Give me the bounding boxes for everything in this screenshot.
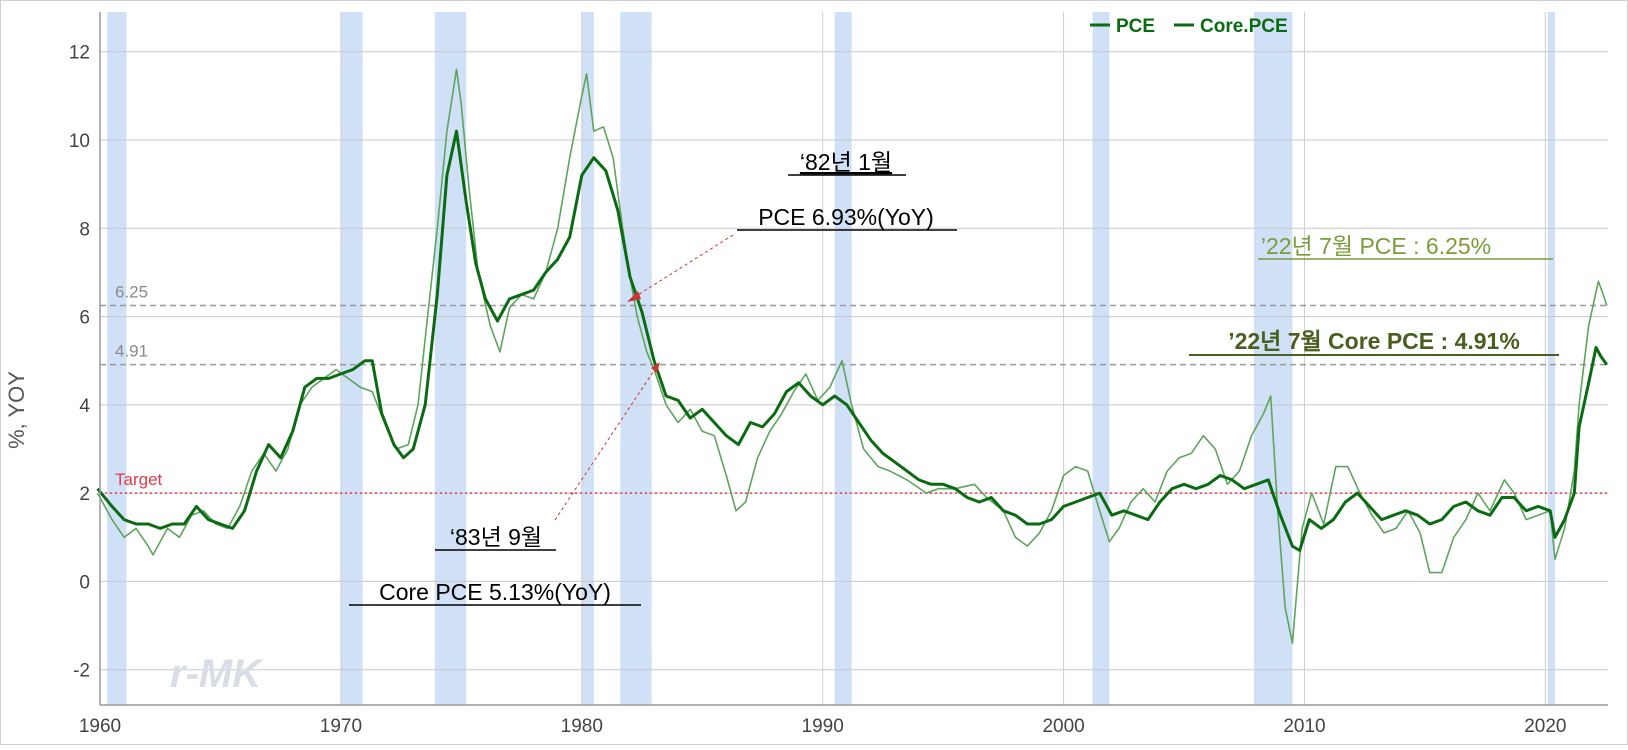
recession-band-7 <box>1253 12 1293 705</box>
recession-band-2 <box>434 12 467 705</box>
y-tick-label-0: 0 <box>79 572 90 593</box>
annotation-1983-date: ‘83년 9월 <box>450 524 542 550</box>
x-tick-label-2010: 2010 <box>1283 716 1325 737</box>
annotation-pointer-1 <box>632 234 734 299</box>
x-tick-label-1960: 1960 <box>79 716 121 737</box>
reference-label-4.91: 4.91 <box>115 342 148 361</box>
y-tick-label-12: 12 <box>69 43 90 64</box>
y-axis-title: %, YOY <box>4 371 29 449</box>
annotation-2022-pce-text: ’22년 7월 PCE : 6.25% <box>1261 233 1491 259</box>
annotation-2022-core-text: ’22년 7월 Core PCE : 4.91% <box>1228 328 1520 354</box>
x-tick-label-1980: 1980 <box>561 716 603 737</box>
recession-bands <box>107 12 1556 705</box>
y-tick-label-6: 6 <box>79 308 90 329</box>
legend: PCE Core.PCE <box>1090 16 1288 37</box>
annotation-arrowhead-2 <box>651 362 660 373</box>
legend-label-core: Core.PCE <box>1200 16 1288 37</box>
grid-lines <box>99 12 1608 705</box>
annotation-1982: ‘82년 1월 PCE 6.93%(YoY) <box>737 149 957 231</box>
series-line-pce <box>96 68 1608 644</box>
x-tick-label-2000: 2000 <box>1042 716 1084 737</box>
target-label: Target <box>115 470 163 489</box>
recession-band-3 <box>581 12 594 705</box>
series-line-core-pce <box>96 129 1609 552</box>
annotation-2022-pce: ’22년 7월 PCE : 6.25% <box>1258 233 1553 260</box>
recession-band-6 <box>1092 12 1110 705</box>
watermark-logo: r-MK <box>170 652 264 696</box>
x-tick-label-1970: 1970 <box>320 716 362 737</box>
y-tick-label--2: -2 <box>73 661 90 682</box>
series-lines <box>96 68 1609 644</box>
annotation-1983: ‘83년 9월 Core PCE 5.13%(YoY) <box>349 524 641 606</box>
y-tick-label-4: 4 <box>79 396 90 417</box>
y-tick-label-2: 2 <box>79 484 90 505</box>
axes: -2 0 2 4 6 8 10 12 1960 1970 1980 1990 2000 2010 2020 <box>69 12 1608 737</box>
annotation-2022-core: ’22년 7월 Core PCE : 4.91% <box>1189 328 1559 356</box>
recession-band-0 <box>107 12 127 705</box>
y-tick-label-8: 8 <box>79 219 90 240</box>
y-tick-label-10: 10 <box>69 131 90 152</box>
annotation-arrowhead-1 <box>627 291 641 302</box>
reference-label-6.25: 6.25 <box>115 283 148 302</box>
x-tick-label-2020: 2020 <box>1524 716 1566 737</box>
recession-band-5 <box>834 12 852 705</box>
annotation-pointer-2 <box>554 365 658 521</box>
annotation-1982-date: ‘82년 1월 <box>800 149 892 175</box>
x-tick-label-1990: 1990 <box>802 716 844 737</box>
recession-band-8 <box>1547 12 1556 705</box>
annotation-1982-value: PCE 6.93%(YoY) <box>758 204 934 230</box>
recession-band-4 <box>620 12 652 705</box>
legend-label-pce: PCE <box>1116 16 1155 37</box>
recession-band-1 <box>340 12 363 705</box>
annotation-1983-value: Core PCE 5.13%(YoY) <box>379 579 611 605</box>
